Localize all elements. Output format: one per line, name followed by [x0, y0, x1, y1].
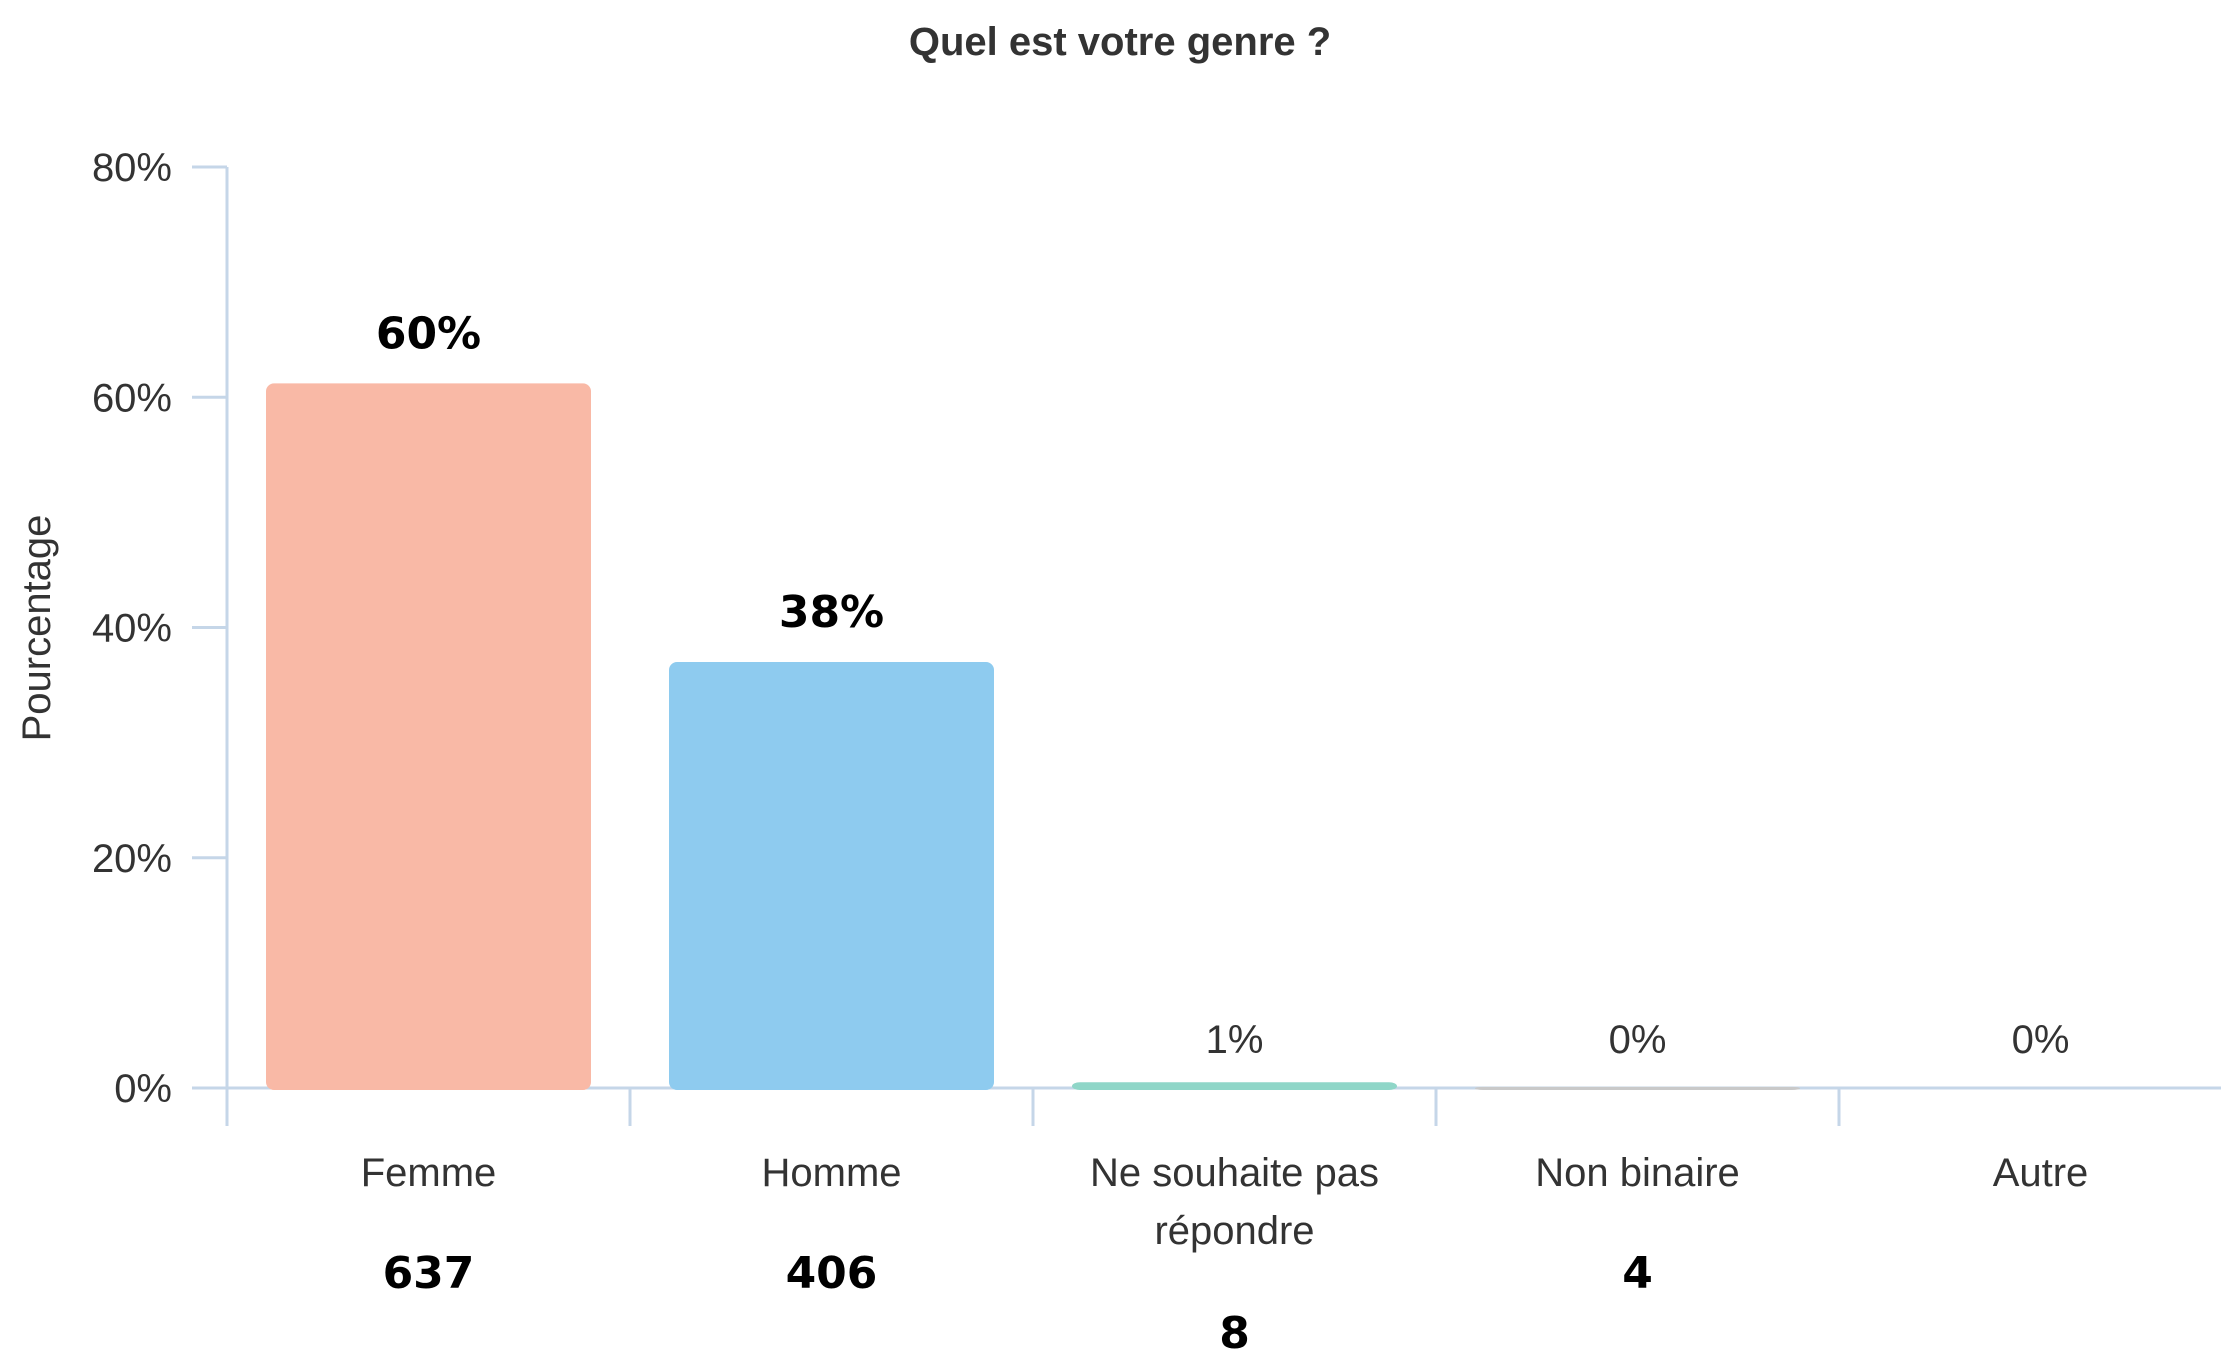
count-label: 8 — [1219, 1308, 1250, 1352]
y-tick-label: 80% — [92, 146, 172, 190]
count-label: 637 — [383, 1248, 475, 1299]
x-tick-label: Ne souhaite pas — [1090, 1151, 1379, 1195]
data-label: 0% — [2012, 1018, 2070, 1062]
bars — [266, 383, 1800, 1090]
count-label: 406 — [786, 1248, 878, 1299]
x-tick-label: répondre — [1154, 1209, 1314, 1253]
bar — [669, 662, 994, 1090]
data-label: 0% — [1609, 1018, 1667, 1062]
y-tick-label: 40% — [92, 607, 172, 651]
y-tick-label: 20% — [92, 837, 172, 881]
x-tick-label: Non binaire — [1535, 1151, 1740, 1195]
bar — [1072, 1082, 1397, 1090]
chart-title: Quel est votre genre ? — [909, 20, 1331, 64]
bar — [266, 383, 591, 1090]
x-tick-label: Autre — [1993, 1151, 2089, 1195]
data-label: 38% — [779, 587, 884, 638]
x-tick-label: Femme — [361, 1151, 497, 1195]
y-tick-label: 60% — [92, 376, 172, 420]
bar — [1475, 1086, 1800, 1090]
x-tick-label: Homme — [761, 1151, 901, 1195]
count-label: 4 — [1622, 1248, 1653, 1299]
y-axis-label: Pourcentage — [15, 515, 59, 742]
y-tick-label: 0% — [114, 1067, 172, 1111]
labels: 60% Femme 637 38% Homme 406 1% Ne souhaite pas r… — [361, 308, 2089, 1352]
data-label: 1% — [1206, 1018, 1264, 1062]
data-label: 60% — [376, 308, 481, 359]
